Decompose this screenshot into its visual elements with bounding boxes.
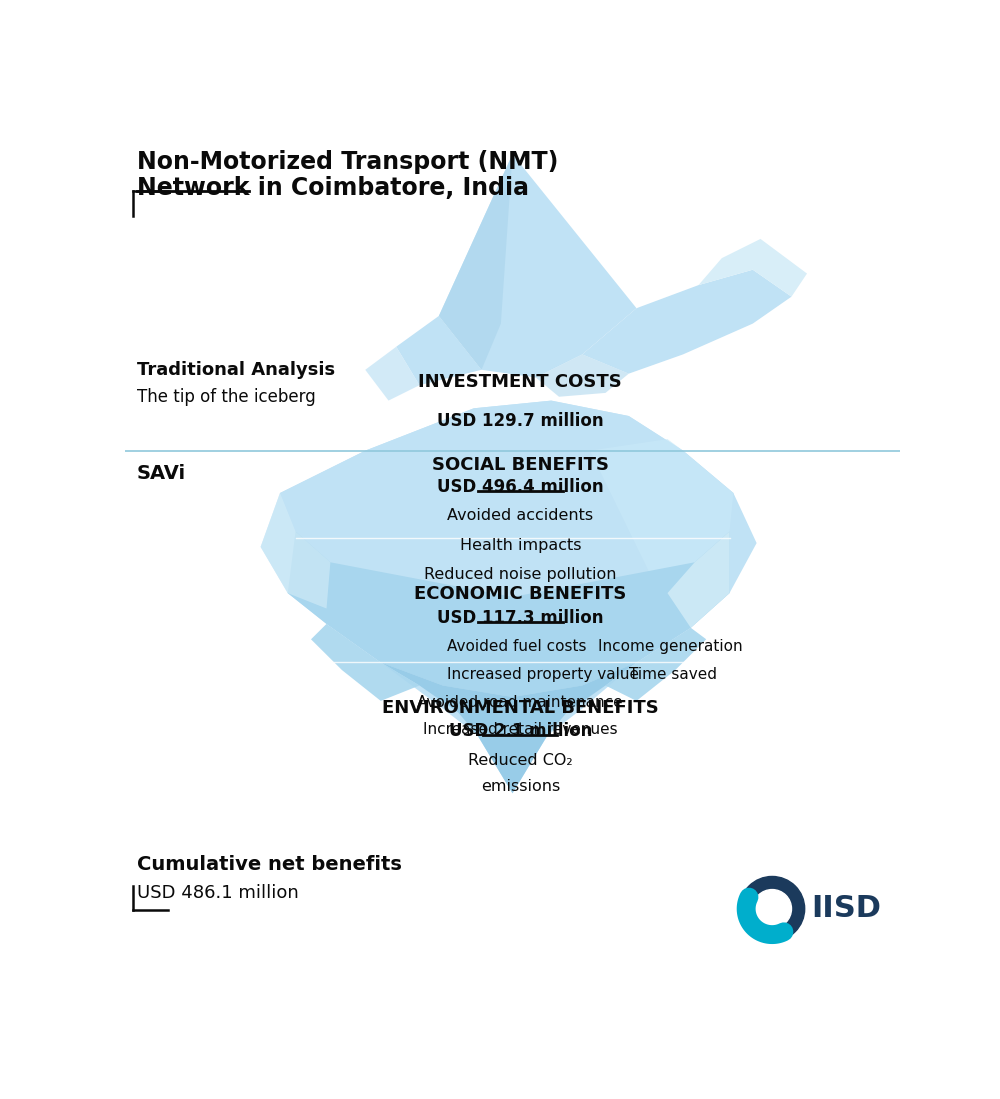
Text: USD 129.7 million: USD 129.7 million — [437, 412, 604, 430]
Polygon shape — [582, 269, 792, 374]
Text: emissions: emissions — [481, 779, 560, 795]
Polygon shape — [439, 154, 637, 378]
Polygon shape — [365, 346, 420, 401]
Text: Avoided accidents: Avoided accidents — [447, 509, 593, 523]
Polygon shape — [280, 401, 733, 597]
Text: Reduced CO₂: Reduced CO₂ — [468, 753, 573, 768]
Text: USD 2.1 million: USD 2.1 million — [449, 722, 592, 740]
Text: USD 496.4 million: USD 496.4 million — [437, 478, 604, 496]
Text: Reduced noise pollution: Reduced noise pollution — [424, 567, 616, 582]
Polygon shape — [381, 663, 637, 763]
Polygon shape — [261, 401, 757, 793]
Text: Time saved: Time saved — [629, 667, 717, 682]
Text: The tip of the iceberg: The tip of the iceberg — [137, 388, 315, 406]
Text: INVESTMENT COSTS: INVESTMENT COSTS — [418, 374, 622, 391]
Text: Income generation: Income generation — [598, 640, 742, 654]
Text: Cumulative net benefits: Cumulative net benefits — [137, 855, 402, 874]
Polygon shape — [668, 532, 730, 628]
Polygon shape — [698, 238, 807, 297]
Circle shape — [740, 877, 805, 941]
Polygon shape — [606, 628, 706, 701]
Polygon shape — [536, 354, 629, 397]
Text: USD 486.1 million: USD 486.1 million — [137, 885, 298, 902]
Text: Network in Coimbatore, India: Network in Coimbatore, India — [137, 176, 529, 200]
Polygon shape — [288, 532, 730, 697]
Polygon shape — [311, 624, 420, 701]
Text: Non-Motorized Transport (NMT): Non-Motorized Transport (NMT) — [137, 151, 558, 175]
Polygon shape — [590, 440, 733, 578]
Polygon shape — [261, 493, 330, 609]
Text: SAVi: SAVi — [137, 464, 186, 484]
Text: Health impacts: Health impacts — [460, 537, 581, 553]
Text: USD 117.3 million: USD 117.3 million — [437, 609, 604, 626]
Text: Avoided fuel costs: Avoided fuel costs — [447, 640, 586, 654]
Text: SOCIAL BENEFITS: SOCIAL BENEFITS — [432, 456, 609, 474]
Polygon shape — [396, 315, 482, 386]
Polygon shape — [439, 154, 512, 369]
Text: IISD: IISD — [811, 895, 881, 923]
Text: Avoided road maintenance: Avoided road maintenance — [417, 695, 623, 710]
Text: Traditional Analysis: Traditional Analysis — [137, 360, 335, 379]
Text: Increased retail revenues: Increased retail revenues — [423, 722, 618, 737]
Text: ECONOMIC BENEFITS: ECONOMIC BENEFITS — [414, 586, 626, 603]
Text: Increased property value: Increased property value — [447, 667, 639, 682]
Circle shape — [753, 889, 792, 928]
Text: ENVIRONMENTAL BENEFITS: ENVIRONMENTAL BENEFITS — [382, 699, 659, 718]
Polygon shape — [478, 717, 547, 793]
